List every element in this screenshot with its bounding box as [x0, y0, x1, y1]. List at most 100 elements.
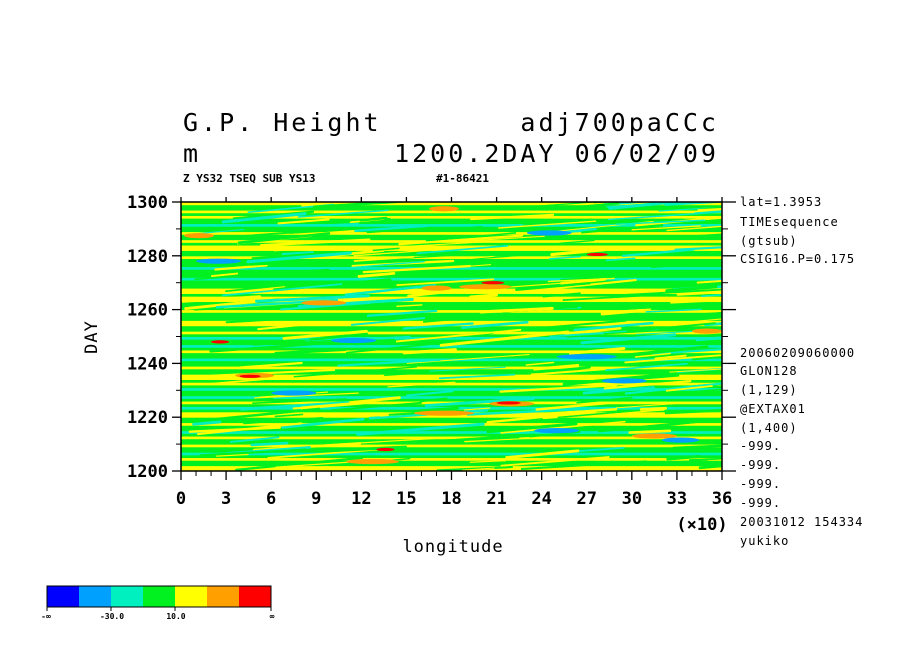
- heatmap-patch: [428, 206, 460, 212]
- side-info-line: CSIG16.P=0.175: [740, 252, 855, 266]
- heatmap-streak: [545, 407, 618, 415]
- heatmap-streak: [515, 281, 591, 291]
- heatmap-band: [181, 374, 722, 378]
- heatmap-streak: [444, 264, 492, 269]
- x-tick-label: 3: [221, 489, 231, 509]
- heatmap-streak: [192, 420, 222, 426]
- heatmap-patch: [239, 374, 261, 378]
- heatmap-band: [181, 457, 722, 461]
- heatmap-streak: [215, 453, 249, 457]
- heatmap-streak: [450, 253, 541, 262]
- heatmap-streak: [184, 298, 269, 311]
- heatmap-patch: [526, 230, 572, 236]
- heatmap-streak: [623, 288, 722, 296]
- heatmap-band: [181, 344, 722, 348]
- heatmap-streaks: [181, 202, 722, 471]
- heatmap-streak: [460, 320, 529, 330]
- heatmap-streak: [432, 436, 520, 443]
- side-info-line: (gtsub): [740, 234, 798, 248]
- heatmap-streak: [222, 283, 343, 297]
- heatmap-streak: [695, 336, 722, 342]
- heatmap-band: [181, 277, 722, 281]
- heatmap-streak: [293, 366, 417, 378]
- legend-swatch: [239, 586, 271, 607]
- side-info-line: @EXTAX01: [740, 402, 806, 416]
- heatmap-patch: [534, 428, 580, 434]
- heatmap-streak: [300, 401, 364, 410]
- heatmap-streak: [210, 272, 239, 277]
- heatmap-streak: [254, 392, 359, 399]
- heatmap-streak: [573, 321, 654, 332]
- heatmap-streak: [248, 259, 345, 266]
- heatmap-streak: [260, 238, 371, 247]
- legend-label: 10.0: [166, 612, 185, 621]
- heatmap-streak: [639, 318, 722, 327]
- side-info: lat=1.3953 TIMEsequence (gtsub) CSIG16.P…: [740, 195, 862, 548]
- heatmap-streak: [181, 295, 262, 303]
- heatmap-streak: [544, 202, 620, 211]
- heatmap-streak: [331, 260, 425, 270]
- heatmap-band: [181, 271, 722, 276]
- heatmap-patch: [184, 233, 215, 239]
- heatmap-streak: [331, 401, 422, 412]
- heatmap-patch: [661, 437, 700, 443]
- heatmap-streak: [250, 441, 289, 447]
- heatmap-streak: [700, 293, 722, 297]
- heatmap-band: [181, 309, 722, 313]
- heatmap-band: [181, 304, 722, 308]
- heatmap-band: [181, 331, 722, 335]
- heatmap-streak: [628, 429, 672, 434]
- heatmap-streak: [549, 255, 581, 260]
- heatmap-streak: [396, 278, 495, 287]
- heatmap-streak: [439, 330, 570, 347]
- heatmap-streak: [238, 361, 303, 369]
- heatmap-streak: [560, 275, 622, 281]
- side-info-line: GLON128: [740, 364, 798, 378]
- heatmap-streak: [464, 436, 530, 443]
- heatmap-band: [181, 446, 722, 450]
- heatmap-streak: [225, 317, 293, 324]
- heatmap-band: [181, 226, 722, 230]
- x-tick-label: 27: [577, 489, 597, 509]
- heatmap-streak: [209, 341, 332, 353]
- heatmap-patch: [631, 433, 677, 439]
- heatmap-streak: [466, 407, 589, 416]
- heatmap-streak: [694, 210, 722, 214]
- legend-swatch: [175, 586, 207, 607]
- heatmap-patch: [481, 281, 505, 285]
- heatmap-streak: [469, 293, 498, 299]
- heatmap-streak: [603, 380, 692, 390]
- heatmap-band: [181, 417, 722, 421]
- sub-left: Z YS32 TSEQ SUB YS13: [183, 172, 315, 185]
- heatmap-band: [181, 355, 722, 359]
- heatmap-band: [181, 204, 722, 208]
- heatmap-streak: [500, 456, 610, 467]
- heatmap-streak: [580, 333, 677, 345]
- heatmap-patch: [413, 410, 475, 416]
- heatmap-streak: [252, 398, 347, 405]
- heatmap-streak: [666, 454, 701, 461]
- heatmap-streak: [366, 309, 438, 317]
- heatmap-band: [181, 314, 722, 319]
- side-info-line: yukiko: [740, 534, 789, 548]
- heatmap-patches: [184, 206, 722, 465]
- heatmap-band: [181, 269, 722, 273]
- heatmap-streak: [255, 294, 370, 303]
- heatmap-band: [181, 363, 722, 367]
- heatmap-streak: [372, 247, 400, 252]
- heatmap-streak: [402, 322, 474, 330]
- heatmap-streak: [665, 385, 713, 392]
- heatmap-streak: [356, 422, 485, 436]
- x-tick-label: 0: [176, 489, 186, 509]
- heatmap-streak: [670, 300, 714, 304]
- heatmap-streak: [532, 235, 585, 240]
- y-tick-label: 1240: [127, 354, 168, 374]
- heatmap-streak: [196, 422, 303, 436]
- heatmap-streak: [229, 436, 280, 443]
- y-tick-label: 1200: [127, 462, 168, 482]
- heatmap-streak: [197, 407, 321, 423]
- heatmap-patch: [691, 328, 722, 334]
- heatmap-streak: [243, 416, 324, 425]
- y-tick-label: 1260: [127, 301, 168, 321]
- heatmap-band: [181, 288, 722, 292]
